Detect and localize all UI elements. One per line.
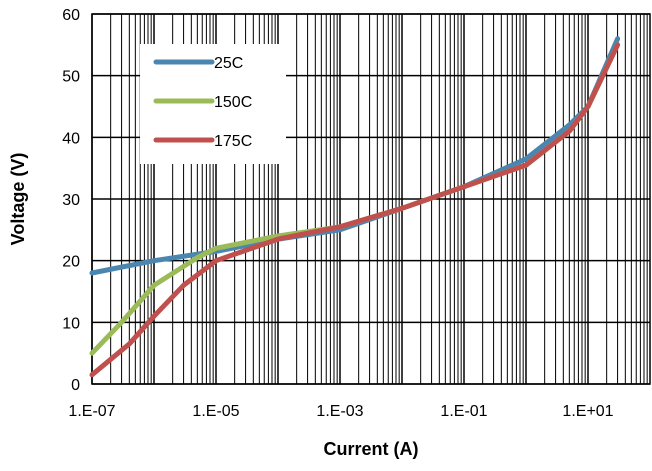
x-tick-label: 1.E-01	[440, 403, 487, 420]
y-tick-label: 60	[62, 7, 80, 24]
legend: 25C 150C 175C	[140, 44, 286, 164]
x-tick-label: 1.E-07	[68, 403, 115, 420]
tick-labels: 1.E-07 1.E-05 1.E-03 1.E-01 1.E+01 0 10 20 30 40 5…	[62, 7, 613, 420]
y-tick-label: 30	[62, 192, 80, 209]
x-tick-label: 1.E-05	[192, 403, 239, 420]
legend-label-25c: 25C	[214, 55, 243, 72]
y-tick-label: 50	[62, 69, 80, 86]
y-tick-label: 20	[62, 254, 80, 271]
y-tick-label: 40	[62, 130, 80, 147]
x-tick-label: 1.E+01	[562, 403, 613, 420]
legend-label-150c: 150C	[214, 94, 252, 111]
y-tick-label: 10	[62, 315, 80, 332]
plot-area-frame	[91, 13, 651, 385]
series-lines	[89, 36, 621, 378]
x-tick-label: 1.E-03	[316, 403, 363, 420]
y-tick-label: 0	[71, 377, 80, 394]
series-line-175c	[89, 42, 621, 378]
x-axis-title: Current (A)	[324, 439, 419, 459]
legend-label-175c: 175C	[214, 133, 252, 150]
y-axis-title: Voltage (V)	[8, 153, 28, 246]
